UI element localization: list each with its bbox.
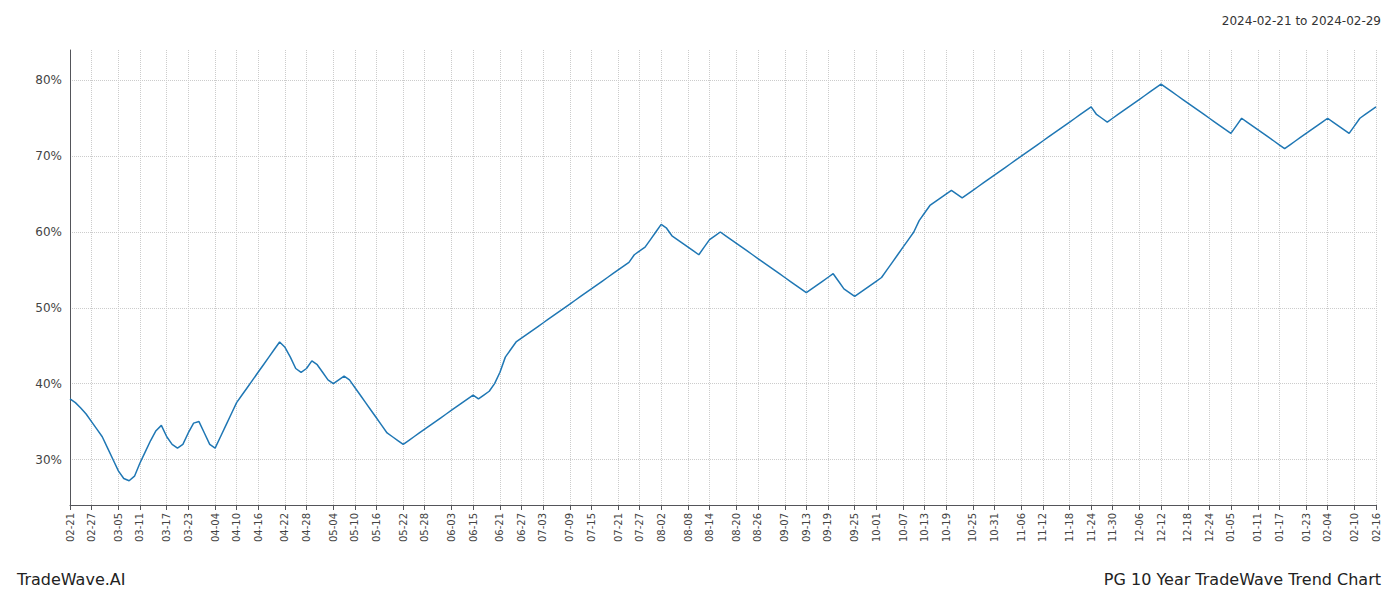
svg-text:04-16: 04-16 — [253, 513, 264, 542]
svg-text:03-23: 03-23 — [183, 513, 194, 542]
svg-text:07-15: 07-15 — [586, 513, 597, 542]
svg-text:10-31: 10-31 — [989, 513, 1000, 542]
svg-text:02-16: 02-16 — [1371, 513, 1382, 542]
svg-text:05-10: 05-10 — [349, 513, 360, 542]
svg-text:01-11: 01-11 — [1252, 513, 1263, 542]
svg-text:01-17: 01-17 — [1274, 513, 1285, 542]
svg-text:03-11: 03-11 — [134, 513, 145, 542]
svg-text:PG 10 Year TradeWave Trend Cha: PG 10 Year TradeWave Trend Chart — [1104, 570, 1381, 589]
svg-text:12-18: 12-18 — [1182, 513, 1193, 542]
svg-text:02-04: 02-04 — [1322, 513, 1333, 542]
svg-text:09-13: 09-13 — [801, 513, 812, 542]
svg-text:11-30: 11-30 — [1107, 513, 1118, 542]
svg-text:02-10: 02-10 — [1349, 513, 1360, 542]
svg-text:06-27: 06-27 — [516, 513, 527, 542]
svg-text:01-05: 01-05 — [1225, 513, 1236, 542]
svg-text:10-13: 10-13 — [919, 513, 930, 542]
svg-text:07-27: 07-27 — [634, 513, 645, 542]
svg-text:06-03: 06-03 — [446, 513, 457, 542]
svg-text:12-24: 12-24 — [1204, 513, 1215, 542]
svg-text:09-07: 09-07 — [779, 513, 790, 542]
svg-text:07-03: 07-03 — [537, 513, 548, 542]
svg-text:08-02: 08-02 — [656, 513, 667, 542]
svg-text:04-04: 04-04 — [210, 513, 221, 542]
svg-text:10-01: 10-01 — [871, 513, 882, 542]
svg-text:06-21: 06-21 — [494, 513, 505, 542]
svg-text:2024-02-21 to 2024-02-29: 2024-02-21 to 2024-02-29 — [1222, 14, 1381, 28]
svg-text:02-27: 02-27 — [86, 513, 97, 542]
svg-text:04-10: 04-10 — [231, 513, 242, 542]
svg-text:08-14: 08-14 — [704, 513, 715, 542]
svg-text:10-19: 10-19 — [941, 513, 952, 542]
svg-text:10-25: 10-25 — [967, 513, 978, 542]
svg-text:11-24: 11-24 — [1086, 513, 1097, 542]
svg-text:TradeWave.AI: TradeWave.AI — [16, 570, 125, 589]
svg-text:50%: 50% — [35, 301, 62, 315]
svg-text:04-22: 04-22 — [279, 513, 290, 542]
svg-text:08-20: 08-20 — [731, 513, 742, 542]
svg-text:11-06: 11-06 — [1016, 513, 1027, 542]
svg-text:05-16: 05-16 — [371, 513, 382, 542]
svg-text:12-12: 12-12 — [1156, 513, 1167, 542]
svg-text:02-21: 02-21 — [65, 513, 76, 542]
svg-text:11-18: 11-18 — [1064, 513, 1075, 542]
svg-text:04-28: 04-28 — [301, 513, 312, 542]
svg-text:03-05: 03-05 — [113, 513, 124, 542]
svg-text:01-23: 01-23 — [1301, 513, 1312, 542]
svg-text:11-12: 11-12 — [1037, 513, 1048, 542]
svg-text:05-22: 05-22 — [398, 513, 409, 542]
svg-text:07-09: 07-09 — [564, 513, 575, 542]
svg-text:07-21: 07-21 — [613, 513, 624, 542]
svg-text:70%: 70% — [35, 149, 62, 163]
svg-text:09-19: 09-19 — [822, 513, 833, 542]
svg-text:03-17: 03-17 — [161, 513, 172, 542]
svg-text:05-04: 05-04 — [328, 513, 339, 542]
svg-text:05-28: 05-28 — [419, 513, 430, 542]
svg-text:40%: 40% — [35, 377, 62, 391]
svg-text:08-26: 08-26 — [752, 513, 763, 542]
svg-text:10-07: 10-07 — [898, 513, 909, 542]
svg-text:80%: 80% — [35, 73, 62, 87]
svg-text:06-15: 06-15 — [468, 513, 479, 542]
svg-text:09-25: 09-25 — [849, 513, 860, 542]
svg-text:12-06: 12-06 — [1134, 513, 1145, 542]
svg-text:30%: 30% — [35, 453, 62, 467]
svg-text:60%: 60% — [35, 225, 62, 239]
svg-text:08-08: 08-08 — [683, 513, 694, 542]
